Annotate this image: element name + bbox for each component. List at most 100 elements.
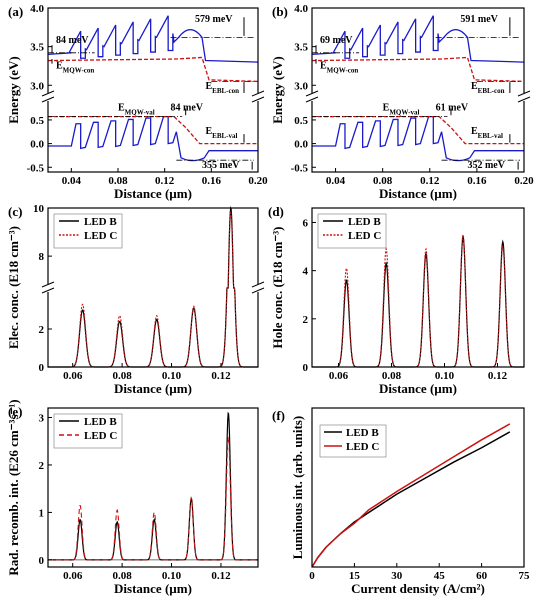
x-axis-label: Distance (µm) bbox=[379, 381, 457, 396]
x-tick-label: 0.08 bbox=[382, 370, 402, 382]
y-tick-label: 4.0 bbox=[30, 3, 44, 15]
annotation-val-barrier: 84 meV bbox=[171, 102, 204, 113]
y-tick-label: 8 bbox=[39, 251, 45, 263]
x-tick-label: 0.04 bbox=[326, 175, 346, 187]
y-axis-label: Elec. conc. (E18 cm⁻³) bbox=[6, 226, 21, 349]
x-tick-label: 0.20 bbox=[248, 175, 268, 187]
x-tick-label: 0.06 bbox=[63, 570, 83, 582]
annotation-ebl-val-height: 352 meV bbox=[467, 160, 505, 171]
x-tick-label: 0.12 bbox=[211, 570, 231, 582]
axis-break-right-gap bbox=[518, 93, 530, 101]
x-tick-label: 0.10 bbox=[162, 570, 182, 582]
annotation-ebl-con: EEBL-con bbox=[471, 81, 505, 95]
plot-frame bbox=[311, 7, 525, 173]
hole-fermi-level bbox=[312, 115, 524, 145]
series-line-led-c bbox=[312, 232, 524, 368]
x-tick-label: 0.10 bbox=[435, 370, 455, 382]
annotation-mqw-con: EMQW-con bbox=[56, 60, 94, 74]
axis-break-left-gap bbox=[42, 93, 54, 101]
legend-label-led-b: LED B bbox=[348, 216, 381, 228]
x-tick-label: 75 bbox=[519, 570, 531, 582]
y-tick-label: 10 bbox=[33, 203, 45, 215]
plot-frame bbox=[47, 407, 259, 568]
legend-box bbox=[53, 413, 123, 449]
legend-label-led-b: LED B bbox=[84, 416, 117, 428]
x-tick-label: 0.20 bbox=[514, 175, 534, 187]
conduction-band-line bbox=[47, 15, 259, 63]
legend-box bbox=[319, 424, 387, 458]
panel-label: (d) bbox=[268, 204, 284, 219]
annotation-val-barrier: 61 meV bbox=[436, 102, 469, 113]
y-tick-label: 0.5 bbox=[294, 115, 308, 127]
x-tick-label: 0.10 bbox=[162, 370, 182, 382]
panel-b: 0.04 0.08 0.12 0.16 0.20 3.0 3.5 4.0 -0.5 0.0 0.5 D… bbox=[270, 3, 534, 201]
x-tick-label: 0.04 bbox=[62, 175, 82, 187]
plot-frame bbox=[311, 407, 525, 568]
series-line-led-c bbox=[48, 210, 258, 368]
axis-break-left-gap bbox=[306, 93, 318, 101]
electron-fermi-level bbox=[47, 56, 259, 83]
y-tick-label: 2 bbox=[39, 460, 45, 472]
x-tick-label: 0.06 bbox=[329, 370, 349, 382]
y-tick-label: 0 bbox=[39, 555, 45, 567]
y-axis-label: Energy (eV) bbox=[270, 56, 285, 124]
y-tick-label: 3.0 bbox=[30, 80, 44, 92]
x-tick-label: 0.08 bbox=[108, 175, 128, 187]
y-tick-label: 0.5 bbox=[30, 115, 44, 127]
legend-label-led-b: LED B bbox=[346, 427, 379, 439]
y-axis-label: Hole conc. (E18 cm⁻³) bbox=[270, 227, 285, 349]
plot-frame bbox=[47, 7, 259, 173]
x-tick-label: 60 bbox=[476, 570, 488, 582]
y-tick-label: 3.5 bbox=[294, 42, 308, 54]
x-axis-label: Distance (µm) bbox=[114, 381, 192, 396]
axis-break-right-gap bbox=[252, 93, 264, 101]
y-tick-label: 6 bbox=[303, 217, 309, 229]
x-tick-label: 45 bbox=[434, 570, 446, 582]
annotation-ebl-val-height: 355 meV bbox=[202, 160, 240, 171]
y-tick-label: 0.0 bbox=[30, 139, 44, 151]
annotation-subscript: EBL-con bbox=[478, 87, 505, 95]
electron-fermi-level bbox=[311, 56, 525, 83]
annotation-mqw-val: EMQW-val bbox=[383, 102, 420, 116]
y-axis-label: Energy (eV) bbox=[6, 56, 21, 124]
legend-label-led-b: LED B bbox=[84, 216, 117, 228]
y-tick-label: 3.0 bbox=[294, 80, 308, 92]
x-tick-label: 15 bbox=[349, 570, 361, 582]
axis-break-left bbox=[305, 90, 319, 103]
annotation-ebl-con: EEBL-con bbox=[206, 81, 240, 95]
y-tick-label: 0.0 bbox=[294, 139, 308, 151]
panel-a: 0.04 0.08 0.12 0.16 0.20 3.0 3.5 4.0 -0.5 0.0 0.5 D… bbox=[6, 3, 268, 201]
y-tick-label: 0 bbox=[39, 362, 45, 374]
x-tick-label: 0.08 bbox=[112, 570, 132, 582]
y-tick-label: 4 bbox=[303, 266, 309, 278]
y-axis-label: Rad. recomb. int. (E26 cm⁻³s⁻¹) bbox=[6, 399, 21, 575]
axis-break-left-gap bbox=[42, 284, 54, 292]
legend-label-led-c: LED C bbox=[84, 430, 117, 442]
y-tick-label: 4.0 bbox=[294, 3, 308, 15]
annotation-ebl-con-height: 591 meV bbox=[460, 14, 498, 25]
y-tick-label: 3.5 bbox=[30, 42, 44, 54]
y-tick-label: 2 bbox=[303, 314, 309, 326]
panel-d: 0.06 0.08 0.10 0.12 0 2 4 6 Distance (µm) Hole co… bbox=[268, 204, 525, 396]
x-tick-label: 0.16 bbox=[467, 175, 487, 187]
x-axis-label: Distance (µm) bbox=[379, 186, 457, 201]
x-tick-label: 0.08 bbox=[373, 175, 393, 187]
panel-c: 0.06 0.08 0.10 0.12 0 2 8 10 Distance (µm) Elec. … bbox=[6, 203, 265, 396]
annotation-con-barrier: 69 meV bbox=[320, 35, 353, 46]
y-tick-label: 0 bbox=[303, 362, 309, 374]
x-tick-label: 0.16 bbox=[202, 175, 222, 187]
legend-box bbox=[53, 213, 123, 249]
annotation-mqw-val: EMQW-val bbox=[118, 102, 155, 116]
axis-break-right-gap bbox=[252, 284, 264, 292]
panel-label: (c) bbox=[8, 204, 22, 219]
annotation-subscript: MQW-val bbox=[389, 108, 419, 116]
valence-band-line bbox=[48, 115, 258, 162]
annotation-subscript: MQW-con bbox=[63, 66, 95, 74]
series-line-led-c bbox=[311, 423, 511, 568]
axis-break-right bbox=[251, 90, 265, 103]
annotation-subscript: EBL-val bbox=[212, 132, 237, 140]
x-axis-label: Distance (µm) bbox=[114, 581, 192, 596]
annotation-ebl-con-height: 579 meV bbox=[195, 14, 233, 25]
series-line-led-c bbox=[48, 435, 258, 561]
